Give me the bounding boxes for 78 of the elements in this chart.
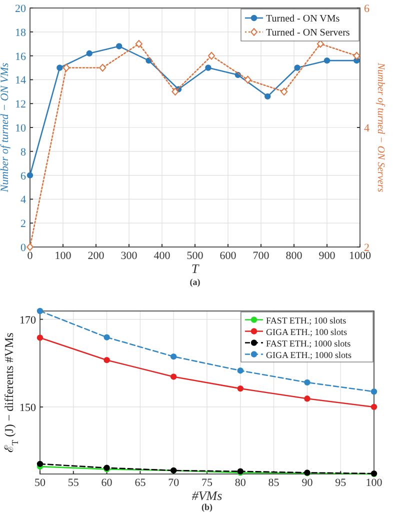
legend-label: GIGA ETH.; 1000 slots xyxy=(266,350,352,360)
x-tick-label: 500 xyxy=(186,250,204,262)
text: (a) xyxy=(190,277,200,287)
legend-label: FAST ETH.; 1000 slots xyxy=(266,338,352,348)
legend-label: Turned - ON Servers xyxy=(266,28,350,38)
point xyxy=(304,396,310,402)
point xyxy=(26,243,34,251)
point xyxy=(36,308,44,314)
point xyxy=(370,388,378,395)
y-tick-label: 150 xyxy=(20,402,36,414)
x-tick-label: 85 xyxy=(268,477,280,489)
x-tick-label: 100 xyxy=(54,250,72,262)
point xyxy=(170,353,177,360)
x-tick-label: 600 xyxy=(220,250,237,262)
x-tick-label: 90 xyxy=(302,477,314,489)
x-tick-label: 50 xyxy=(34,477,46,489)
y-tick-label: 0 xyxy=(20,242,26,254)
y-tick-label: 20 xyxy=(15,3,26,15)
y2-axis-title: Number of turned − ON Servers xyxy=(375,62,386,192)
x-tick-label: 700 xyxy=(252,250,270,262)
point xyxy=(237,367,244,374)
point xyxy=(264,93,271,100)
x-tick-label: 80 xyxy=(234,477,246,489)
x-tick-label: 400 xyxy=(154,250,171,262)
point xyxy=(205,64,212,71)
y-tick-label: 12 xyxy=(15,98,26,111)
x-tick-label: 200 xyxy=(88,250,105,262)
y-tick-label: 6 xyxy=(20,170,26,182)
y2-tick-label: 4 xyxy=(364,122,370,134)
x-tick-label: 1000 xyxy=(349,250,372,262)
y-tick-label: 18 xyxy=(15,26,26,39)
point xyxy=(26,172,34,178)
y-tick-label: 8 xyxy=(20,146,26,158)
point xyxy=(370,404,378,410)
x-tick-label: 100 xyxy=(366,477,383,489)
x-tick-label: 800 xyxy=(286,250,303,262)
point xyxy=(62,64,70,72)
point xyxy=(36,460,44,468)
point xyxy=(56,64,63,71)
x-axis-title: T xyxy=(191,261,200,276)
x-tick-label: 60 xyxy=(101,477,113,489)
x-tick-label: 95 xyxy=(335,477,347,489)
point xyxy=(172,88,179,96)
x-tick-label: 55 xyxy=(68,477,80,489)
legend-label: FAST ETH.; 100 slots xyxy=(266,315,347,326)
legend-label: GIGA ETH.; 100 slots xyxy=(266,326,348,337)
point xyxy=(170,374,177,380)
y-tick-label: 14 xyxy=(15,74,26,87)
x-axis-title: #VMs xyxy=(192,488,222,503)
y-tick-label: 10 xyxy=(15,122,26,134)
point xyxy=(36,334,44,341)
y-tick-label: 170 xyxy=(20,314,36,326)
x-tick-label: 300 xyxy=(120,250,138,262)
y-tick-label: 4 xyxy=(20,194,26,206)
x-tick-label: 900 xyxy=(318,250,336,262)
legend-label: Turned - ON VMs xyxy=(266,14,340,24)
y-axis-title: Number of turned − ON VMs xyxy=(0,62,11,194)
point xyxy=(237,385,244,392)
point xyxy=(244,76,252,84)
point xyxy=(135,40,142,48)
y-tick-label: 16 xyxy=(15,50,26,63)
point xyxy=(104,356,110,364)
point xyxy=(353,52,360,60)
x-tick-label: 75 xyxy=(202,477,213,489)
x-tick-label: 70 xyxy=(168,477,180,489)
y2-tick-label: 6 xyxy=(364,3,370,15)
point xyxy=(294,64,300,71)
point xyxy=(104,334,110,340)
point xyxy=(304,379,310,386)
point xyxy=(86,50,92,57)
y-tick-label: 2 xyxy=(20,218,26,230)
point xyxy=(280,88,288,96)
point xyxy=(99,64,106,72)
point xyxy=(208,52,215,60)
text: (b) xyxy=(202,502,212,512)
x-tick-label: 65 xyxy=(134,477,146,489)
point xyxy=(324,57,330,64)
point xyxy=(116,43,122,50)
